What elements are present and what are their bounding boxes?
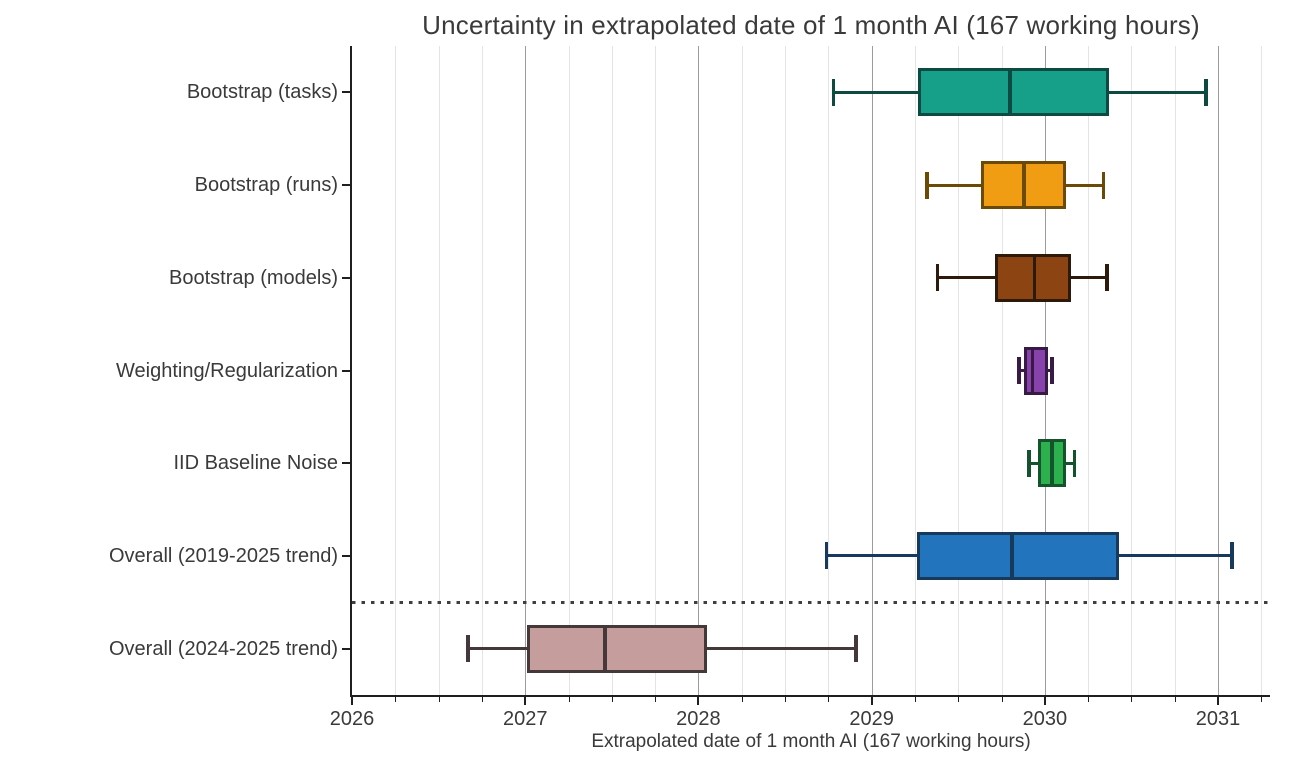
gridline-major <box>525 46 527 695</box>
x-tick-minor <box>395 697 397 702</box>
x-tick-major <box>1043 697 1046 705</box>
y-tick-label: Bootstrap (runs) <box>194 174 338 197</box>
median-line-bootstrap-models <box>1032 253 1037 302</box>
x-axis-spine <box>350 695 1270 697</box>
gridline-minor <box>958 46 960 695</box>
group-separator-dotted-line <box>352 600 1270 604</box>
y-axis-spine <box>350 46 352 697</box>
gridline-major <box>1218 46 1219 695</box>
x-tick-label: 2028 <box>676 708 721 730</box>
whisker-cap-low-weighting-regularization <box>1017 357 1021 384</box>
x-tick-minor <box>1001 697 1003 702</box>
median-line-overall-2024-2025-trend <box>603 624 607 673</box>
gridline-minor <box>1088 46 1090 695</box>
gridline-minor <box>438 46 440 695</box>
gridline-minor <box>1261 46 1263 695</box>
y-tick <box>342 91 350 94</box>
y-tick-label: Overall (2024-2025 trend) <box>108 637 338 660</box>
gridline-minor <box>1001 46 1003 695</box>
gridline-minor <box>395 46 397 695</box>
whisker-cap-high-bootstrap-models <box>1105 264 1109 292</box>
x-tick-minor <box>568 697 570 702</box>
y-tick <box>342 184 350 187</box>
x-tick-minor <box>1174 697 1176 702</box>
median-line-iid-baseline-noise <box>1050 439 1054 488</box>
gridline-minor <box>481 46 483 695</box>
x-tick-major <box>351 697 353 705</box>
x-tick-label: 2030 <box>1022 708 1068 730</box>
x-tick-minor <box>741 697 743 702</box>
y-tick <box>342 276 350 279</box>
chart-title: Uncertainty in extrapolated date of 1 mo… <box>422 10 1200 40</box>
y-tick-label: Bootstrap (tasks) <box>186 81 338 104</box>
x-tick-label: 2027 <box>502 708 548 730</box>
gridline-minor <box>1131 46 1133 695</box>
gridline-minor <box>741 46 743 695</box>
x-tick-minor <box>785 697 786 702</box>
x-tick-minor <box>958 697 960 702</box>
x-tick-major <box>697 697 700 705</box>
gridline-major <box>871 46 873 695</box>
whisker-cap-low-bootstrap-models <box>935 264 940 292</box>
gridline-minor <box>655 46 657 695</box>
whisker-cap-high-bootstrap-tasks <box>1204 78 1208 106</box>
x-tick-minor <box>611 697 613 702</box>
y-tick <box>342 554 350 557</box>
median-line-bootstrap-tasks <box>1008 68 1012 117</box>
median-line-overall-2019-2025-trend <box>1010 531 1014 580</box>
gridline-minor <box>1174 46 1176 695</box>
whisker-cap-high-iid-baseline-noise <box>1072 449 1077 477</box>
y-tick-label: Bootstrap (models) <box>169 266 338 289</box>
x-tick-major <box>1217 697 1220 705</box>
median-line-bootstrap-runs <box>1022 161 1026 210</box>
x-tick-minor <box>914 697 916 702</box>
x-tick-minor <box>481 697 483 702</box>
x-tick-minor <box>655 697 657 702</box>
x-tick-minor <box>1131 697 1133 702</box>
x-tick-major <box>524 697 527 705</box>
y-tick-label: Weighting/Regularization <box>116 359 338 382</box>
y-tick <box>342 369 350 372</box>
whisker-cap-high-overall-2024-2025-trend <box>854 635 858 663</box>
median-line-weighting-regularization <box>1030 346 1035 395</box>
x-tick-minor <box>1088 697 1090 702</box>
whisker-cap-low-bootstrap-runs <box>925 171 929 199</box>
box-bootstrap-tasks <box>918 68 1109 117</box>
whisker-cap-high-weighting-regularization <box>1050 357 1054 384</box>
plot-area <box>352 46 1270 695</box>
x-tick-label: 2031 <box>1195 708 1241 730</box>
whisker-cap-low-bootstrap-tasks <box>831 78 836 106</box>
gridline-minor <box>568 46 570 695</box>
y-tick <box>342 462 350 465</box>
x-tick-label: 2029 <box>849 708 894 730</box>
box-weighting-regularization <box>1024 346 1049 395</box>
gridline-minor <box>828 46 830 695</box>
whisker-cap-high-overall-2019-2025-trend <box>1230 542 1234 570</box>
y-tick <box>342 647 350 650</box>
x-tick-minor <box>1261 697 1263 702</box>
gridline-minor <box>611 46 613 695</box>
x-tick-label: 2026 <box>329 708 375 730</box>
gridline-minor <box>785 46 786 695</box>
x-tick-major <box>870 697 873 705</box>
whisker-cap-low-iid-baseline-noise <box>1027 449 1031 477</box>
box-overall-2019-2025-trend <box>916 531 1120 580</box>
x-axis-label: Extrapolated date of 1 month AI (167 wor… <box>591 731 1031 752</box>
whisker-cap-low-overall-2019-2025-trend <box>824 542 829 570</box>
whisker-cap-low-overall-2024-2025-trend <box>466 635 470 663</box>
box-overall-2024-2025-trend <box>526 624 708 673</box>
x-tick-minor <box>828 697 830 702</box>
y-tick-label: Overall (2019-2025 trend) <box>108 544 338 567</box>
y-tick-label: IID Baseline Noise <box>173 452 338 475</box>
gridline-major <box>698 46 700 695</box>
gridline-minor <box>914 46 916 695</box>
whisker-cap-high-bootstrap-runs <box>1101 171 1106 199</box>
x-tick-minor <box>438 697 440 702</box>
